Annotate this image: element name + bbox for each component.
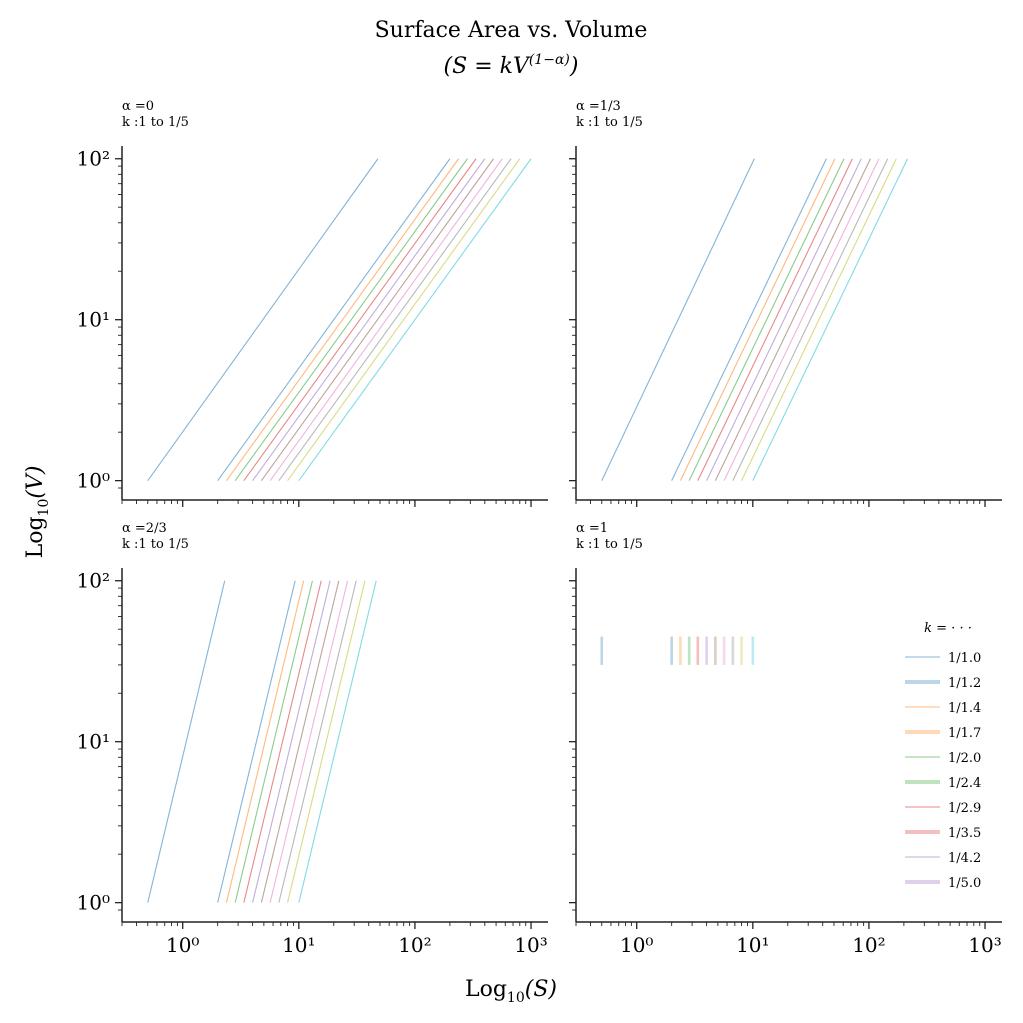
series-line xyxy=(269,158,503,481)
panel-3: α =2/3k :1 to 1/5 10⁰ 10¹ 10² 10³ 10⁰ 10¹ 10² xyxy=(77,521,548,957)
legend-title: k = · · · xyxy=(924,621,972,636)
legend-label: 1/1.7 xyxy=(948,726,981,741)
y-tick-label: 10⁰ xyxy=(77,891,110,915)
y-tick-label: 10¹ xyxy=(77,308,110,332)
x-tick-label: 10⁰ xyxy=(620,933,653,957)
y-axis-label-sub: 10 xyxy=(36,499,52,517)
subtitle-end: ) xyxy=(569,54,579,79)
series-line xyxy=(688,158,845,481)
series-line xyxy=(269,580,349,903)
panel-title-alpha: α =2/3 xyxy=(122,521,167,536)
y-axis-label-main: Log xyxy=(23,516,48,558)
y-tick-label: 10⁰ xyxy=(77,469,110,493)
series-line xyxy=(679,158,836,481)
series-line xyxy=(147,580,226,903)
x-tick-label: 10¹ xyxy=(282,933,315,957)
panel-title-alpha: α =1 xyxy=(576,521,608,536)
series-line xyxy=(217,158,451,481)
panel-title-alpha: α =1/3 xyxy=(576,99,621,114)
series-line xyxy=(252,580,331,903)
legend-label: 1/2.4 xyxy=(948,776,981,791)
legend-label: 1/5.0 xyxy=(948,876,981,891)
series-line xyxy=(287,580,366,903)
legend: k = · · · 1/1.0 1/1.2 1/1.4 1/1.7 1/2.0 1/2.4 1… xyxy=(905,621,981,891)
series-line xyxy=(723,158,880,481)
x-tick-label: 10² xyxy=(398,933,431,957)
panel-title-k: k :1 to 1/5 xyxy=(576,537,643,552)
series-line xyxy=(147,158,379,481)
x-tick-label: 10⁰ xyxy=(166,933,199,957)
series-line xyxy=(260,158,495,481)
series-line xyxy=(732,158,889,481)
series-line xyxy=(298,580,377,903)
series-line xyxy=(278,580,357,903)
legend-label: 1/2.9 xyxy=(948,801,981,816)
y-tick-label: 10¹ xyxy=(77,730,110,754)
series-line xyxy=(697,158,853,481)
subtitle-exponent: (1−α) xyxy=(529,52,570,68)
x-axis-label-main: Log xyxy=(465,977,507,1002)
panel-4: α =1k :1 to 1/5 10⁰ 10¹ 10² 10³ xyxy=(569,521,1002,957)
subtitle-main: (S = kV xyxy=(444,54,531,79)
x-tick-label: 10³ xyxy=(968,933,1001,957)
legend-label: 1/4.2 xyxy=(948,851,981,866)
series-line xyxy=(601,158,755,481)
figure-subtitle: (S = kV(1−α)) xyxy=(444,52,579,79)
series-line xyxy=(243,580,322,903)
series-line xyxy=(260,580,340,903)
series-line xyxy=(298,158,532,481)
x-axis-label-arg: (S) xyxy=(525,977,557,1002)
series-line xyxy=(225,580,305,903)
series-line xyxy=(671,158,827,481)
y-tick-label: 10² xyxy=(77,147,110,171)
legend-label: 1/1.2 xyxy=(948,676,981,691)
series-line xyxy=(287,158,521,481)
series-line xyxy=(741,158,897,481)
series-line xyxy=(225,158,460,481)
panel-2: α =1/3k :1 to 1/5 xyxy=(569,99,1002,507)
legend-label: 1/3.5 xyxy=(948,826,981,841)
legend-label: 1/2.0 xyxy=(948,751,981,766)
series-line xyxy=(714,158,871,481)
x-tick-label: 10³ xyxy=(514,933,547,957)
figure-title: Surface Area vs. Volume xyxy=(375,18,648,43)
series-line xyxy=(278,158,512,481)
legend-label: 1/1.0 xyxy=(948,651,981,666)
x-tick-label: 10² xyxy=(852,933,885,957)
panel-title-k: k :1 to 1/5 xyxy=(122,537,189,552)
y-axis-label-arg: (V) xyxy=(23,466,48,499)
x-axis-label: Log10(S) xyxy=(465,977,557,1006)
series-line xyxy=(752,158,909,481)
panel-title-k: k :1 to 1/5 xyxy=(576,115,643,130)
panel-title-alpha: α =0 xyxy=(122,99,154,114)
x-tick-label: 10¹ xyxy=(736,933,769,957)
series-line xyxy=(706,158,862,481)
x-axis-label-sub: 10 xyxy=(507,990,525,1006)
series-line xyxy=(252,158,486,481)
legend-label: 1/1.4 xyxy=(948,701,981,716)
panel-1: α =0k :1 to 1/5 10⁰ 10¹ 10² xyxy=(77,99,548,507)
panel-title-k: k :1 to 1/5 xyxy=(122,115,189,130)
series-line xyxy=(217,580,296,903)
y-axis-label: Log10(V) xyxy=(23,466,52,559)
y-tick-label: 10² xyxy=(77,569,110,593)
series-line xyxy=(243,158,477,481)
series-line xyxy=(234,580,313,903)
series-line xyxy=(234,158,468,481)
